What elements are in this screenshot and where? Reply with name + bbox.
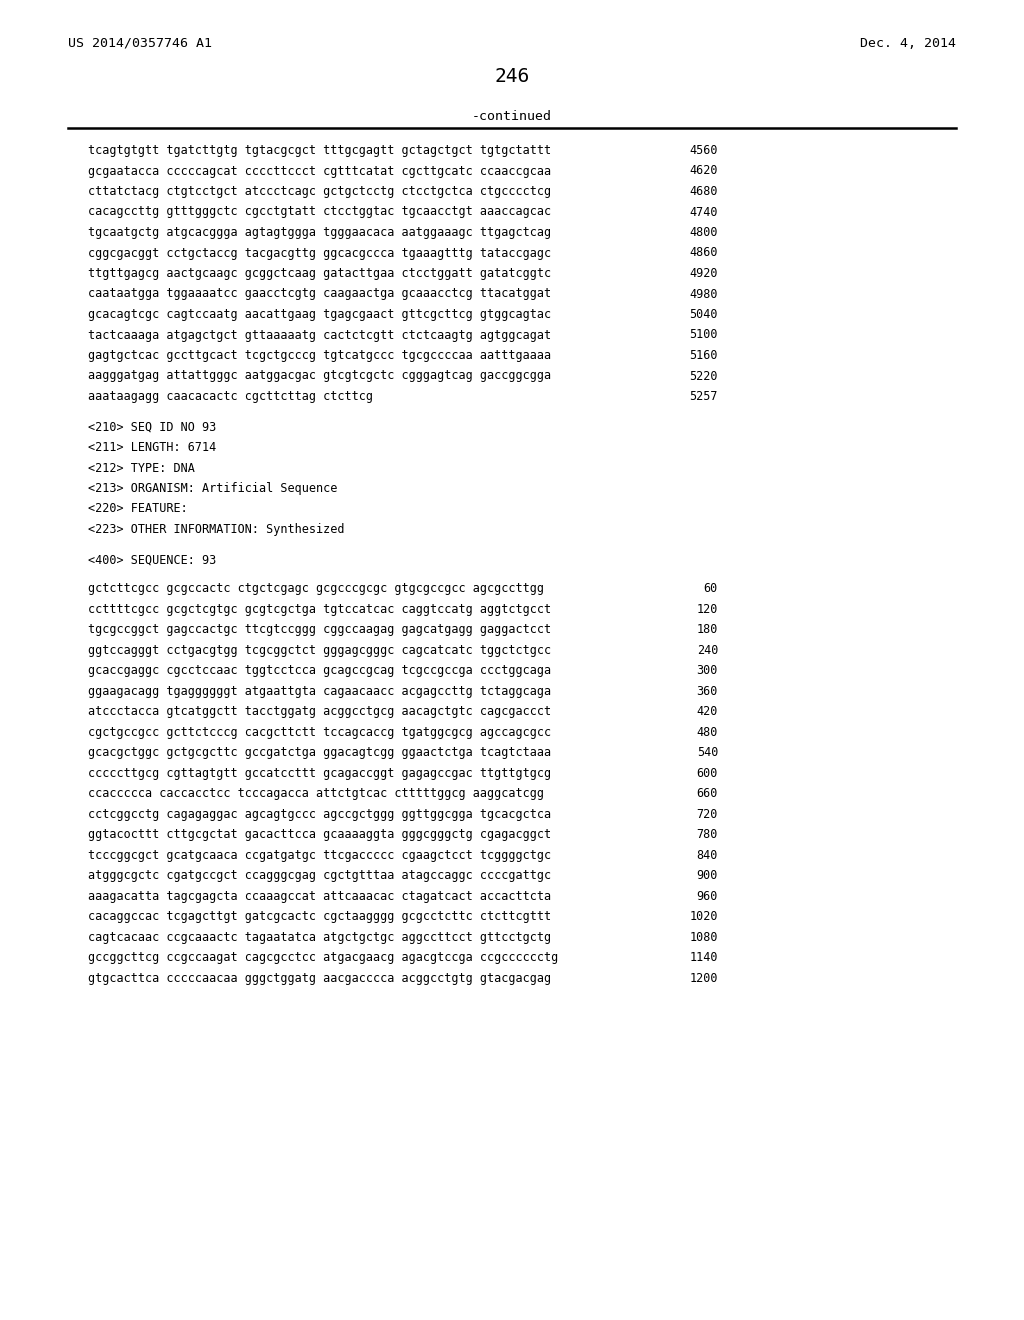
Text: 5100: 5100 <box>689 329 718 342</box>
Text: 360: 360 <box>696 685 718 698</box>
Text: 1080: 1080 <box>689 931 718 944</box>
Text: 4860: 4860 <box>689 247 718 260</box>
Text: Dec. 4, 2014: Dec. 4, 2014 <box>860 37 956 50</box>
Text: tgcgccggct gagccactgc ttcgtccggg cggccaagag gagcatgagg gaggactcct: tgcgccggct gagccactgc ttcgtccggg cggccaa… <box>88 623 551 636</box>
Text: 420: 420 <box>696 705 718 718</box>
Text: ttgttgagcg aactgcaagc gcggctcaag gatacttgaa ctcctggatt gatatcggtc: ttgttgagcg aactgcaagc gcggctcaag gatactt… <box>88 267 551 280</box>
Text: ggtccagggt cctgacgtgg tcgcggctct gggagcgggc cagcatcatc tggctctgcc: ggtccagggt cctgacgtgg tcgcggctct gggagcg… <box>88 644 551 657</box>
Text: 4560: 4560 <box>689 144 718 157</box>
Text: 120: 120 <box>696 603 718 615</box>
Text: 4980: 4980 <box>689 288 718 301</box>
Text: cacagccttg gtttgggctc cgcctgtatt ctcctggtac tgcaacctgt aaaccagcac: cacagccttg gtttgggctc cgcctgtatt ctcctgg… <box>88 206 551 219</box>
Text: 4800: 4800 <box>689 226 718 239</box>
Text: ggtacocttt cttgcgctat gacacttcca gcaaaaggta gggcgggctg cgagacggct: ggtacocttt cttgcgctat gacacttcca gcaaaag… <box>88 828 551 841</box>
Text: <213> ORGANISM: Artificial Sequence: <213> ORGANISM: Artificial Sequence <box>88 482 337 495</box>
Text: cgctgccgcc gcttctcccg cacgcttctt tccagcaccg tgatggcgcg agccagcgcc: cgctgccgcc gcttctcccg cacgcttctt tccagca… <box>88 726 551 739</box>
Text: tactcaaaga atgagctgct gttaaaaatg cactctcgtt ctctcaagtg agtggcagat: tactcaaaga atgagctgct gttaaaaatg cactctc… <box>88 329 551 342</box>
Text: <210> SEQ ID NO 93: <210> SEQ ID NO 93 <box>88 421 216 433</box>
Text: gcgaatacca cccccagcat ccccttccct cgtttcatat cgcttgcatc ccaaccgcaa: gcgaatacca cccccagcat ccccttccct cgtttca… <box>88 165 551 177</box>
Text: gccggcttcg ccgccaagat cagcgcctcc atgacgaacg agacgtccga ccgcccccctg: gccggcttcg ccgccaagat cagcgcctcc atgacga… <box>88 952 558 964</box>
Text: 300: 300 <box>696 664 718 677</box>
Text: cacaggccac tcgagcttgt gatcgcactc cgctaagggg gcgcctcttc ctcttcgttt: cacaggccac tcgagcttgt gatcgcactc cgctaag… <box>88 911 551 923</box>
Text: <211> LENGTH: 6714: <211> LENGTH: 6714 <box>88 441 216 454</box>
Text: gagtgctcac gccttgcact tcgctgcccg tgtcatgccc tgcgccccaa aatttgaaaa: gagtgctcac gccttgcact tcgctgcccg tgtcatg… <box>88 348 551 362</box>
Text: atccctacca gtcatggctt tacctggatg acggcctgcg aacagctgtc cagcgaccct: atccctacca gtcatggctt tacctggatg acggcct… <box>88 705 551 718</box>
Text: 240: 240 <box>696 644 718 657</box>
Text: 600: 600 <box>696 767 718 780</box>
Text: aaagacatta tagcgagcta ccaaagccat attcaaacac ctagatcact accacttcta: aaagacatta tagcgagcta ccaaagccat attcaaa… <box>88 890 551 903</box>
Text: <223> OTHER INFORMATION: Synthesized: <223> OTHER INFORMATION: Synthesized <box>88 523 344 536</box>
Text: 4740: 4740 <box>689 206 718 219</box>
Text: tcagtgtgtt tgatcttgtg tgtacgcgct tttgcgagtt gctagctgct tgtgctattt: tcagtgtgtt tgatcttgtg tgtacgcgct tttgcga… <box>88 144 551 157</box>
Text: 246: 246 <box>495 67 529 86</box>
Text: 60: 60 <box>703 582 718 595</box>
Text: 5040: 5040 <box>689 308 718 321</box>
Text: 5257: 5257 <box>689 389 718 403</box>
Text: ggaagacagg tgaggggggt atgaattgta cagaacaacc acgagccttg tctaggcaga: ggaagacagg tgaggggggt atgaattgta cagaaca… <box>88 685 551 698</box>
Text: ccaccccca caccacctcc tcccagacca attctgtcac ctttttggcg aaggcatcgg: ccaccccca caccacctcc tcccagacca attctgtc… <box>88 787 544 800</box>
Text: 1200: 1200 <box>689 972 718 985</box>
Text: atgggcgctc cgatgccgct ccagggcgag cgctgtttaa atagccaggc ccccgattgc: atgggcgctc cgatgccgct ccagggcgag cgctgtt… <box>88 870 551 882</box>
Text: gcacagtcgc cagtccaatg aacattgaag tgagcgaact gttcgcttcg gtggcagtac: gcacagtcgc cagtccaatg aacattgaag tgagcga… <box>88 308 551 321</box>
Text: gcaccgaggc cgcctccaac tggtcctcca gcagccgcag tcgccgccga ccctggcaga: gcaccgaggc cgcctccaac tggtcctcca gcagccg… <box>88 664 551 677</box>
Text: gtgcacttca cccccaacaa gggctggatg aacgacccca acggcctgtg gtacgacgag: gtgcacttca cccccaacaa gggctggatg aacgacc… <box>88 972 551 985</box>
Text: 1020: 1020 <box>689 911 718 923</box>
Text: 480: 480 <box>696 726 718 739</box>
Text: gctcttcgcc gcgccactc ctgctcgagc gcgcccgcgc gtgcgccgcc agcgccttgg: gctcttcgcc gcgccactc ctgctcgagc gcgcccgc… <box>88 582 544 595</box>
Text: 900: 900 <box>696 870 718 882</box>
Text: ccttttcgcc gcgctcgtgc gcgtcgctga tgtccatcac caggtccatg aggtctgcct: ccttttcgcc gcgctcgtgc gcgtcgctga tgtccat… <box>88 603 551 615</box>
Text: 660: 660 <box>696 787 718 800</box>
Text: cttatctacg ctgtcctgct atccctcagc gctgctcctg ctcctgctca ctgcccctcg: cttatctacg ctgtcctgct atccctcagc gctgctc… <box>88 185 551 198</box>
Text: 4680: 4680 <box>689 185 718 198</box>
Text: 720: 720 <box>696 808 718 821</box>
Text: 5220: 5220 <box>689 370 718 383</box>
Text: <212> TYPE: DNA: <212> TYPE: DNA <box>88 462 195 474</box>
Text: 180: 180 <box>696 623 718 636</box>
Text: 4620: 4620 <box>689 165 718 177</box>
Text: aagggatgag attattgggc aatggacgac gtcgtcgctc cgggagtcag gaccggcgga: aagggatgag attattgggc aatggacgac gtcgtcg… <box>88 370 551 383</box>
Text: caataatgga tggaaaatcc gaacctcgtg caagaactga gcaaacctcg ttacatggat: caataatgga tggaaaatcc gaacctcgtg caagaac… <box>88 288 551 301</box>
Text: <220> FEATURE:: <220> FEATURE: <box>88 503 187 516</box>
Text: tcccggcgct gcatgcaaca ccgatgatgc ttcgaccccc cgaagctcct tcggggctgc: tcccggcgct gcatgcaaca ccgatgatgc ttcgacc… <box>88 849 551 862</box>
Text: 960: 960 <box>696 890 718 903</box>
Text: 780: 780 <box>696 828 718 841</box>
Text: 4920: 4920 <box>689 267 718 280</box>
Text: -continued: -continued <box>472 110 552 123</box>
Text: 540: 540 <box>696 746 718 759</box>
Text: cccccttgcg cgttagtgtt gccatccttt gcagaccggt gagagccgac ttgttgtgcg: cccccttgcg cgttagtgtt gccatccttt gcagacc… <box>88 767 551 780</box>
Text: aaataagagg caacacactc cgcttcttag ctcttcg: aaataagagg caacacactc cgcttcttag ctcttcg <box>88 389 373 403</box>
Text: cctcggcctg cagagaggac agcagtgccc agccgctggg ggttggcgga tgcacgctca: cctcggcctg cagagaggac agcagtgccc agccgct… <box>88 808 551 821</box>
Text: 1140: 1140 <box>689 952 718 964</box>
Text: US 2014/0357746 A1: US 2014/0357746 A1 <box>68 37 212 50</box>
Text: cggcgacggt cctgctaccg tacgacgttg ggcacgccca tgaaagtttg tataccgagc: cggcgacggt cctgctaccg tacgacgttg ggcacgc… <box>88 247 551 260</box>
Text: gcacgctggc gctgcgcttc gccgatctga ggacagtcgg ggaactctga tcagtctaaa: gcacgctggc gctgcgcttc gccgatctga ggacagt… <box>88 746 551 759</box>
Text: 840: 840 <box>696 849 718 862</box>
Text: tgcaatgctg atgcacggga agtagtggga tgggaacaca aatggaaagc ttgagctcag: tgcaatgctg atgcacggga agtagtggga tgggaac… <box>88 226 551 239</box>
Text: <400> SEQUENCE: 93: <400> SEQUENCE: 93 <box>88 554 216 566</box>
Text: cagtcacaac ccgcaaactc tagaatatca atgctgctgc aggccttcct gttcctgctg: cagtcacaac ccgcaaactc tagaatatca atgctgc… <box>88 931 551 944</box>
Text: 5160: 5160 <box>689 348 718 362</box>
